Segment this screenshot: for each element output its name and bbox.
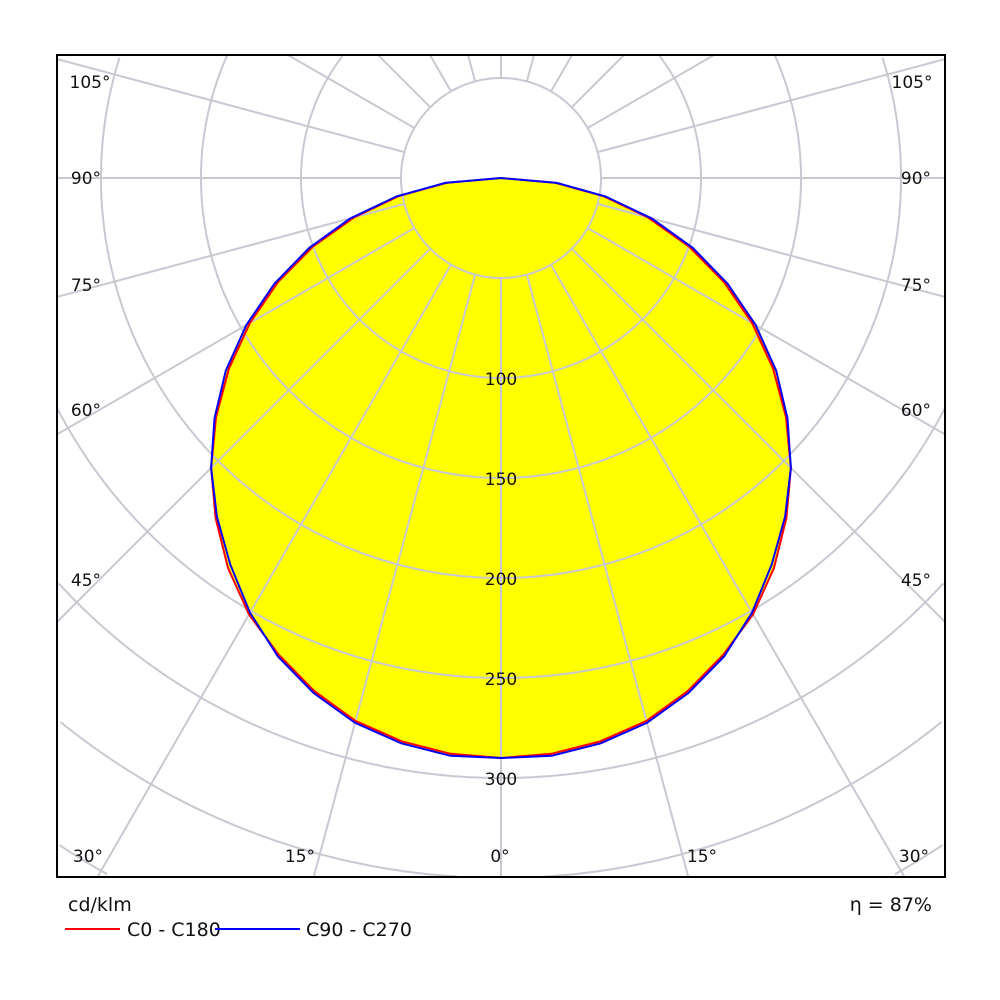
grid-circle	[100, 57, 902, 579]
polar-grid	[56, 54, 946, 878]
plot-area	[56, 54, 946, 878]
grid-ray	[525, 274, 690, 878]
angle-tick-label: 0°	[490, 847, 509, 867]
radial-tick-label: 150	[485, 470, 517, 490]
grid-ray	[587, 227, 946, 436]
grid-ray	[597, 58, 946, 154]
grid-circle	[300, 55, 702, 379]
angle-tick-label: 75°	[901, 276, 931, 296]
grid-ray	[56, 227, 415, 436]
grid-ray	[571, 54, 625, 108]
radial-tick-label: 300	[485, 770, 517, 790]
grid-ray	[429, 54, 452, 92]
angle-tick-labels: 105° 105° 90° 90° 75° 75° 60° 60° 45° 45° 30° 30° 15…	[70, 73, 933, 867]
grid-ray	[587, 54, 715, 129]
radial-tick-label: 100	[485, 370, 517, 390]
grid-circle	[59, 721, 943, 878]
legend-label-c0-c180: C0 - C180	[127, 919, 221, 941]
radial-tick-label: 200	[485, 570, 517, 590]
grid-ray	[56, 202, 405, 298]
angle-tick-label: 60°	[901, 401, 931, 421]
angle-tick-label: 45°	[901, 571, 931, 591]
curves	[210, 176, 792, 760]
grid-circle	[58, 844, 944, 876]
grid-circle	[56, 408, 946, 679]
angle-tick-label: 105°	[70, 73, 111, 93]
plot-frame	[56, 54, 946, 878]
grid-ray	[312, 274, 477, 878]
grid-circle	[200, 55, 802, 479]
grid-ray	[550, 264, 906, 878]
grid-ray	[96, 264, 452, 878]
grid-ray	[467, 54, 477, 82]
angle-tick-label: 90°	[901, 169, 931, 189]
angle-tick-label: 30°	[899, 847, 929, 867]
angle-tick-label: 15°	[687, 847, 717, 867]
unit-label: cd/klm	[68, 894, 132, 916]
angle-tick-label: 45°	[71, 571, 101, 591]
grid-ray	[525, 54, 535, 82]
grid-ray	[571, 248, 946, 623]
legend-label-c90-c270: C90 - C270	[306, 919, 412, 941]
grid-ray	[550, 54, 573, 92]
angle-tick-label: 60°	[71, 401, 101, 421]
radial-tick-label: 250	[485, 670, 517, 690]
angle-tick-label: 105°	[892, 73, 933, 93]
grid-ray	[56, 58, 405, 154]
grid-ray	[597, 202, 946, 298]
grid-ray	[287, 54, 415, 129]
grid-ray	[377, 54, 431, 108]
radial-tick-labels: 100 150 200 250 300	[485, 370, 517, 790]
angle-tick-label: 30°	[73, 847, 103, 867]
curve-c90-c270	[210, 176, 792, 760]
angle-tick-label: 90°	[71, 169, 101, 189]
efficiency-label: η = 87%	[850, 894, 932, 916]
angle-tick-label: 75°	[71, 276, 101, 296]
angle-tick-label: 15°	[285, 847, 315, 867]
grid-ray	[56, 248, 431, 623]
grid-circle	[57, 582, 945, 779]
